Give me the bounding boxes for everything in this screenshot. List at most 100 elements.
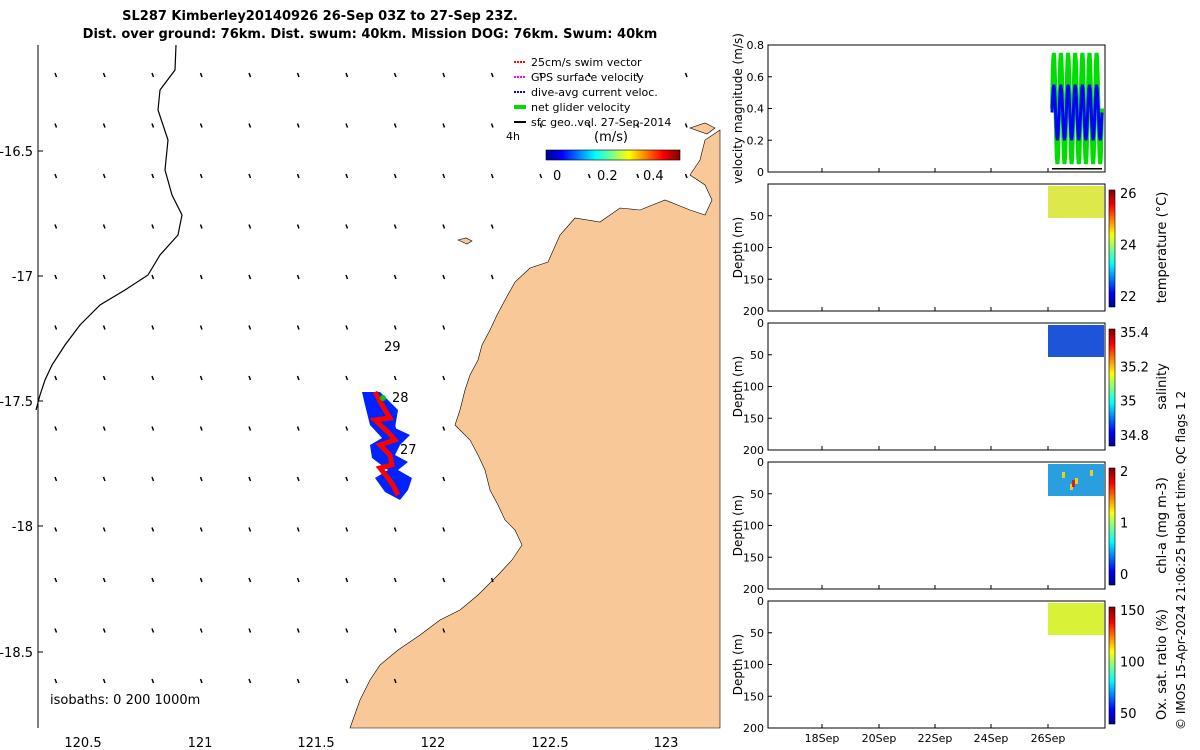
panel-y-tick: 150 xyxy=(743,412,764,425)
current-arrow xyxy=(151,72,155,78)
current-arrow xyxy=(248,72,252,78)
time-axis-tick: 20Sep xyxy=(862,732,897,745)
panel-2: 0 50 100 150 200 Depth (m) 35.4 35.2 35 34.8 salin… xyxy=(731,317,1170,457)
current-arrow xyxy=(102,678,106,684)
current-arrow xyxy=(54,375,58,381)
current-arrow xyxy=(587,173,591,179)
map-y-ticks: -16.5 -17 -17.5 -18 -18.5 xyxy=(0,145,43,661)
legend-entry: net glider velocity xyxy=(514,101,631,114)
current-arrow xyxy=(54,476,58,482)
current-arrow xyxy=(442,577,446,583)
velocity-series-line xyxy=(1050,84,1104,141)
current-arrow xyxy=(442,325,446,330)
legend-extra-4h: 4h xyxy=(506,130,520,143)
colorbar-tick: 24 xyxy=(1120,239,1137,254)
colorbar-tick: 26 xyxy=(1120,187,1137,202)
current-arrow xyxy=(102,274,106,280)
current-arrow xyxy=(199,375,203,381)
colorbar-tick: 150 xyxy=(1120,604,1145,619)
current-arrow xyxy=(102,628,106,633)
panel-y-tick: 150 xyxy=(743,551,764,564)
current-arrow xyxy=(393,628,397,633)
map-y-tick: -18 xyxy=(12,520,33,535)
current-arrow xyxy=(54,224,58,229)
net-glider-velocity-line xyxy=(369,390,401,497)
current-arrow xyxy=(345,476,349,482)
colorbar-tick: 0 xyxy=(1120,568,1128,583)
panel-y-tick: 150 xyxy=(743,273,764,286)
current-arrow xyxy=(490,274,494,280)
current-arrow xyxy=(393,72,397,78)
current-arrow xyxy=(345,173,349,179)
panel-y-label: velocity magnitude (m/s) xyxy=(731,33,745,184)
current-arrow xyxy=(199,224,203,229)
profile-data-block xyxy=(1048,603,1104,635)
current-arrow xyxy=(393,123,397,128)
current-arrow xyxy=(684,123,688,128)
panel-y-label: Depth (m) xyxy=(731,356,745,417)
current-arrow xyxy=(345,426,349,431)
panel-y-tick: 50 xyxy=(750,488,764,501)
current-arrow xyxy=(296,123,300,128)
colorbar-tick: 35.4 xyxy=(1120,326,1149,341)
current-arrow xyxy=(54,678,58,684)
current-arrow xyxy=(636,72,640,78)
current-arrow xyxy=(199,426,203,431)
map-y-tick: -17 xyxy=(12,270,33,285)
current-arrow xyxy=(151,577,155,583)
time-axis-tick: 18Sep xyxy=(805,732,840,745)
chl-spot xyxy=(1072,480,1075,487)
current-arrow xyxy=(151,527,155,532)
current-arrow xyxy=(151,628,155,633)
panel-y-tick: 0.6 xyxy=(747,71,765,84)
panel-y-tick: 100 xyxy=(743,520,764,533)
current-arrow xyxy=(102,527,106,532)
panel-y-label: Depth (m) xyxy=(731,634,745,695)
colorbar-tick: 22 xyxy=(1120,290,1137,305)
chl-spot xyxy=(1090,470,1093,476)
colorbar-tick-0.4: 0.4 xyxy=(643,169,664,184)
current-arrow xyxy=(102,325,106,330)
map-x-tick: 122.5 xyxy=(531,736,568,750)
current-arrow xyxy=(393,678,397,684)
legend-label: 25cm/s swim vector xyxy=(531,56,642,69)
panel-colorbar xyxy=(1108,606,1116,725)
chart-subtitle: Dist. over ground: 76km. Dist. swum: 40k… xyxy=(82,27,658,42)
panel-y-tick: 50 xyxy=(750,627,764,640)
current-arrow xyxy=(684,173,688,179)
current-arrow xyxy=(54,123,58,128)
current-arrow xyxy=(54,426,58,431)
map-panel: 29 28 27 25cm/s swim vector GPS surface v… xyxy=(0,44,721,750)
current-arrow xyxy=(296,527,300,532)
map-x-tick: 120.5 xyxy=(64,736,101,750)
current-arrow xyxy=(102,476,106,482)
legend-entry: sfc geo..vel. 27-Sep-2014 xyxy=(514,116,671,129)
isobaths-label: isobaths: 0 200 1000m xyxy=(50,693,200,708)
current-arrow xyxy=(296,628,300,633)
current-arrow xyxy=(393,577,397,583)
current-arrow xyxy=(199,628,203,633)
current-arrow xyxy=(442,375,446,381)
panel-y-tick: 200 xyxy=(743,722,764,735)
panel-1: 50 100 150 200 Depth (m) 26 24 22 temperature (°… xyxy=(731,183,1170,318)
current-arrow xyxy=(296,476,300,482)
time-axis-tick: 24Sep xyxy=(974,732,1009,745)
current-arrow xyxy=(248,224,252,229)
panel-frame xyxy=(767,44,1106,173)
current-arrow xyxy=(296,274,300,280)
current-arrow xyxy=(442,628,446,633)
current-arrow xyxy=(393,325,397,330)
current-arrow xyxy=(248,577,252,583)
panel-y-label: Depth (m) xyxy=(731,217,745,278)
current-arrow xyxy=(490,173,494,179)
current-arrow xyxy=(345,628,349,633)
current-arrow xyxy=(151,123,155,128)
colorbar-tick: 2 xyxy=(1120,465,1128,480)
chl-spot xyxy=(1062,472,1065,478)
current-arrow xyxy=(54,527,58,532)
current-arrow xyxy=(442,274,446,280)
current-arrow xyxy=(296,325,300,330)
colorbar-unit: (m/s) xyxy=(594,130,628,145)
current-arrow xyxy=(248,375,252,381)
copyright-note: © IMOS 15-Apr-2024 21:06:25 Hobart time.… xyxy=(1174,391,1188,730)
